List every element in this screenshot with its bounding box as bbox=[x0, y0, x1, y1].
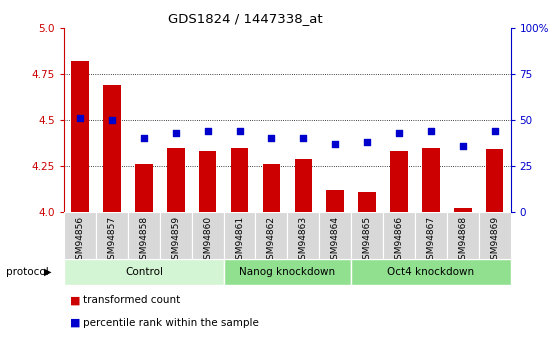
Bar bbox=[199, 151, 217, 212]
Text: percentile rank within the sample: percentile rank within the sample bbox=[83, 318, 258, 327]
Bar bbox=[231, 148, 248, 212]
Text: protocol: protocol bbox=[6, 267, 49, 277]
Bar bbox=[224, 212, 256, 259]
Bar bbox=[135, 164, 153, 212]
Point bbox=[108, 117, 117, 122]
Bar bbox=[422, 148, 440, 212]
Point bbox=[235, 128, 244, 134]
Bar bbox=[224, 259, 351, 285]
Point bbox=[76, 115, 85, 121]
Bar bbox=[295, 159, 312, 212]
Bar bbox=[71, 61, 89, 212]
Text: GSM94866: GSM94866 bbox=[395, 216, 403, 265]
Text: GSM94867: GSM94867 bbox=[426, 216, 435, 265]
Text: GSM94860: GSM94860 bbox=[203, 216, 212, 265]
Point bbox=[140, 136, 148, 141]
Point bbox=[395, 130, 403, 136]
Bar bbox=[167, 148, 185, 212]
Point bbox=[458, 143, 467, 148]
Text: GSM94862: GSM94862 bbox=[267, 216, 276, 265]
Bar bbox=[326, 190, 344, 212]
Bar bbox=[390, 151, 408, 212]
Text: GSM94869: GSM94869 bbox=[490, 216, 499, 265]
Bar bbox=[287, 212, 319, 259]
Text: GSM94859: GSM94859 bbox=[171, 216, 180, 265]
Bar bbox=[192, 212, 224, 259]
Point bbox=[426, 128, 435, 134]
Text: ■: ■ bbox=[70, 318, 80, 327]
Text: GSM94856: GSM94856 bbox=[76, 216, 85, 265]
Text: ▶: ▶ bbox=[44, 267, 51, 277]
Text: ■: ■ bbox=[70, 295, 80, 305]
Text: Oct4 knockdown: Oct4 knockdown bbox=[387, 267, 474, 277]
Bar bbox=[263, 164, 280, 212]
Point bbox=[203, 128, 212, 134]
Text: Control: Control bbox=[125, 267, 163, 277]
Text: GDS1824 / 1447338_at: GDS1824 / 1447338_at bbox=[168, 12, 323, 25]
Point bbox=[363, 139, 372, 145]
Bar bbox=[351, 259, 511, 285]
Bar bbox=[256, 212, 287, 259]
Bar bbox=[479, 212, 511, 259]
Text: GSM94857: GSM94857 bbox=[108, 216, 117, 265]
Text: GSM94864: GSM94864 bbox=[331, 216, 340, 265]
Bar bbox=[96, 212, 128, 259]
Point bbox=[331, 141, 340, 147]
Bar bbox=[128, 212, 160, 259]
Text: GSM94868: GSM94868 bbox=[458, 216, 467, 265]
Point bbox=[267, 136, 276, 141]
Text: GSM94863: GSM94863 bbox=[299, 216, 308, 265]
Bar bbox=[160, 212, 192, 259]
Text: GSM94865: GSM94865 bbox=[363, 216, 372, 265]
Bar bbox=[64, 259, 224, 285]
Bar bbox=[64, 212, 96, 259]
Bar bbox=[454, 208, 472, 212]
Text: Nanog knockdown: Nanog knockdown bbox=[239, 267, 335, 277]
Point bbox=[490, 128, 499, 134]
Bar bbox=[415, 212, 447, 259]
Bar bbox=[486, 149, 503, 212]
Bar bbox=[351, 212, 383, 259]
Text: GSM94861: GSM94861 bbox=[235, 216, 244, 265]
Bar bbox=[447, 212, 479, 259]
Bar bbox=[383, 212, 415, 259]
Text: transformed count: transformed count bbox=[83, 295, 180, 305]
Text: GSM94858: GSM94858 bbox=[140, 216, 148, 265]
Point bbox=[171, 130, 180, 136]
Bar bbox=[358, 192, 376, 212]
Point bbox=[299, 136, 308, 141]
Bar bbox=[319, 212, 351, 259]
Bar bbox=[103, 85, 121, 212]
